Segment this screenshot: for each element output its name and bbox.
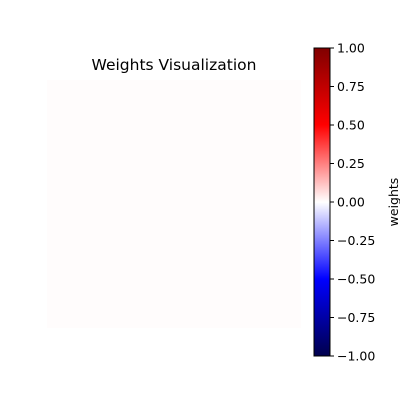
colorbar-ticks: 1.00 0.75 0.50 0.25 0.00 −0.25 −0.50 −0.75 −1.00 (330, 40, 375, 363)
colorbar-tick-label: 0.75 (337, 79, 365, 94)
colorbar-tick-label: −1.00 (337, 348, 375, 363)
colorbar-tick-label: 0.50 (337, 117, 365, 132)
chart-title: Weights Visualization (92, 56, 257, 74)
colorbar-gradient (313, 47, 331, 357)
colorbar-label: weights (386, 178, 400, 227)
colorbar-tick-label: 1.00 (337, 40, 365, 55)
colorbar-tick-label: 0.25 (337, 156, 365, 171)
heatmap-cell (47, 80, 301, 328)
colorbar-tick-label: 0.00 (337, 194, 365, 209)
colorbar: 1.00 0.75 0.50 0.25 0.00 −0.25 −0.50 −0.75 −1.00… (313, 40, 400, 363)
colorbar-tick-label: −0.50 (337, 271, 375, 286)
colorbar-tick-label: −0.25 (337, 233, 375, 248)
heatmap-area (47, 80, 301, 328)
colorbar-tick-label: −0.75 (337, 310, 375, 325)
